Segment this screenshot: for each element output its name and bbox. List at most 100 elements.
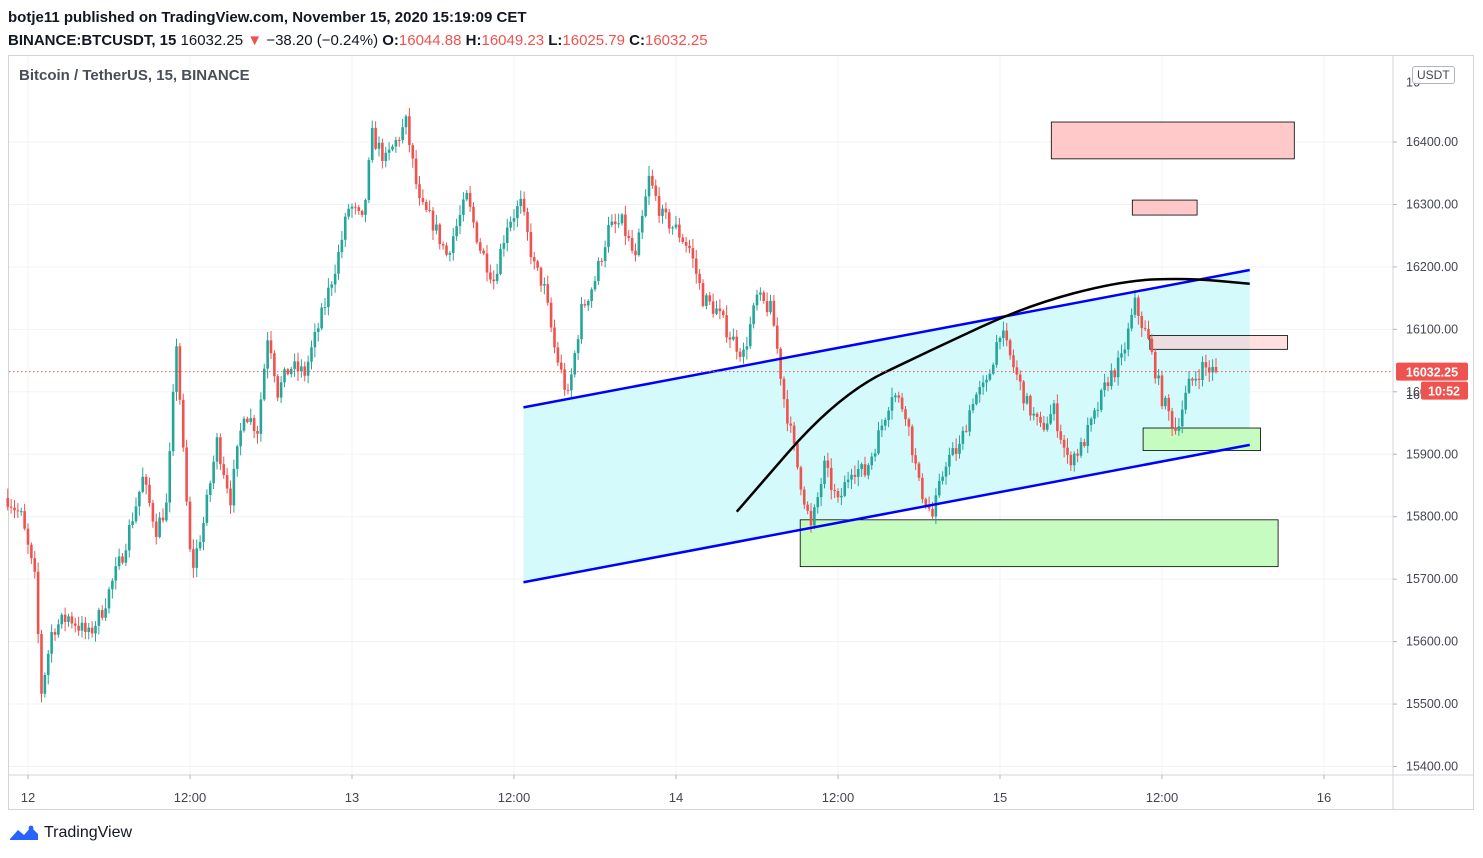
- candle-down[interactable]: [381, 142, 384, 161]
- candle-up[interactable]: [350, 206, 354, 209]
- candle-down[interactable]: [1066, 447, 1069, 455]
- candle-down[interactable]: [1083, 442, 1086, 446]
- candle-down[interactable]: [6, 497, 10, 507]
- candle-up[interactable]: [823, 460, 826, 484]
- candle-down[interactable]: [252, 418, 256, 431]
- candle-up[interactable]: [1194, 378, 1198, 381]
- candle-down[interactable]: [151, 503, 155, 522]
- candle-down[interactable]: [765, 300, 769, 313]
- candle-up[interactable]: [1045, 423, 1049, 430]
- candle-up[interactable]: [67, 616, 70, 622]
- candle-down[interactable]: [964, 430, 968, 432]
- candle-up[interactable]: [1086, 425, 1090, 446]
- candle-up[interactable]: [97, 610, 101, 626]
- candle-up[interactable]: [543, 284, 546, 286]
- candle-up[interactable]: [752, 305, 755, 325]
- candle-up[interactable]: [732, 336, 735, 340]
- candle-up[interactable]: [435, 224, 438, 231]
- candle-up[interactable]: [458, 214, 462, 227]
- candle-up[interactable]: [998, 337, 1002, 343]
- candle-up[interactable]: [846, 479, 850, 483]
- unit-selector[interactable]: USDT: [1412, 66, 1455, 84]
- candle-down[interactable]: [256, 430, 259, 434]
- candle-down[interactable]: [445, 245, 448, 255]
- candle-up[interactable]: [755, 294, 759, 306]
- candle-up[interactable]: [107, 589, 111, 609]
- candle-down[interactable]: [438, 224, 442, 245]
- candle-down[interactable]: [651, 175, 654, 186]
- candle-up[interactable]: [289, 368, 293, 375]
- candle-up[interactable]: [87, 627, 91, 632]
- candle-down[interactable]: [9, 506, 13, 508]
- candle-up[interactable]: [1187, 378, 1191, 393]
- candle-down[interactable]: [566, 389, 570, 391]
- candle-up[interactable]: [114, 566, 118, 581]
- candle-up[interactable]: [127, 524, 131, 551]
- candle-up[interactable]: [505, 227, 509, 243]
- candle-up[interactable]: [364, 200, 367, 215]
- candle-down[interactable]: [1039, 416, 1042, 423]
- candle-up[interactable]: [1184, 392, 1187, 410]
- candle-down[interactable]: [1059, 431, 1063, 440]
- candle-down[interactable]: [472, 206, 475, 223]
- candle-up[interactable]: [165, 502, 168, 521]
- candle-up[interactable]: [391, 146, 394, 150]
- candle-down[interactable]: [522, 198, 526, 212]
- candle-down[interactable]: [468, 192, 472, 207]
- candle-down[interactable]: [148, 484, 151, 504]
- candle-down[interactable]: [414, 158, 418, 185]
- candle-down[interactable]: [188, 501, 192, 550]
- candle-up[interactable]: [971, 404, 975, 411]
- candle-down[interactable]: [478, 242, 482, 251]
- candle-up[interactable]: [647, 175, 651, 197]
- candle-up[interactable]: [279, 382, 283, 398]
- candle-down[interactable]: [411, 145, 415, 159]
- candle-down[interactable]: [718, 308, 722, 312]
- candle-down[interactable]: [408, 116, 411, 146]
- candle-down[interactable]: [556, 347, 560, 363]
- candle-down[interactable]: [1204, 362, 1208, 368]
- candle-up[interactable]: [1211, 366, 1214, 373]
- candle-up[interactable]: [300, 366, 303, 372]
- candle-up[interactable]: [1096, 409, 1100, 411]
- candle-down[interactable]: [954, 448, 958, 454]
- candle-down[interactable]: [907, 419, 911, 427]
- candle-down[interactable]: [1197, 378, 1201, 381]
- candle-up[interactable]: [597, 260, 600, 282]
- candle-down[interactable]: [796, 443, 799, 468]
- candle-down[interactable]: [775, 325, 779, 349]
- candle-down[interactable]: [475, 222, 479, 243]
- candle-up[interactable]: [968, 410, 971, 432]
- candle-up[interactable]: [644, 196, 647, 216]
- candle-up[interactable]: [404, 116, 408, 128]
- candle-down[interactable]: [678, 224, 681, 238]
- candle-up[interactable]: [570, 374, 573, 391]
- candle-up[interactable]: [887, 410, 890, 421]
- candle-up[interactable]: [1116, 357, 1120, 378]
- candle-down[interactable]: [1008, 340, 1012, 356]
- candle-down[interactable]: [921, 477, 924, 500]
- candle-up[interactable]: [499, 248, 502, 274]
- candle-up[interactable]: [873, 453, 877, 457]
- candle-up[interactable]: [340, 239, 344, 253]
- candle-down[interactable]: [708, 295, 712, 302]
- candle-down[interactable]: [296, 361, 300, 372]
- candle-down[interactable]: [833, 490, 836, 492]
- arc-curve[interactable]: [735, 277, 1251, 513]
- candle-up[interactable]: [816, 497, 820, 508]
- candle-up[interactable]: [266, 340, 269, 369]
- candle-down[interactable]: [836, 491, 840, 498]
- candle-up[interactable]: [239, 430, 242, 447]
- candle-down[interactable]: [691, 248, 695, 259]
- candle-up[interactable]: [330, 284, 334, 288]
- candle-up[interactable]: [813, 507, 816, 526]
- candle-up[interactable]: [880, 425, 884, 431]
- candle-down[interactable]: [762, 292, 766, 301]
- candle-down[interactable]: [100, 610, 104, 618]
- candle-down[interactable]: [178, 346, 182, 400]
- candle-up[interactable]: [208, 483, 212, 495]
- candle-down[interactable]: [910, 426, 914, 456]
- candle-down[interactable]: [532, 257, 536, 262]
- candle-up[interactable]: [512, 218, 516, 222]
- candle-up[interactable]: [316, 328, 320, 332]
